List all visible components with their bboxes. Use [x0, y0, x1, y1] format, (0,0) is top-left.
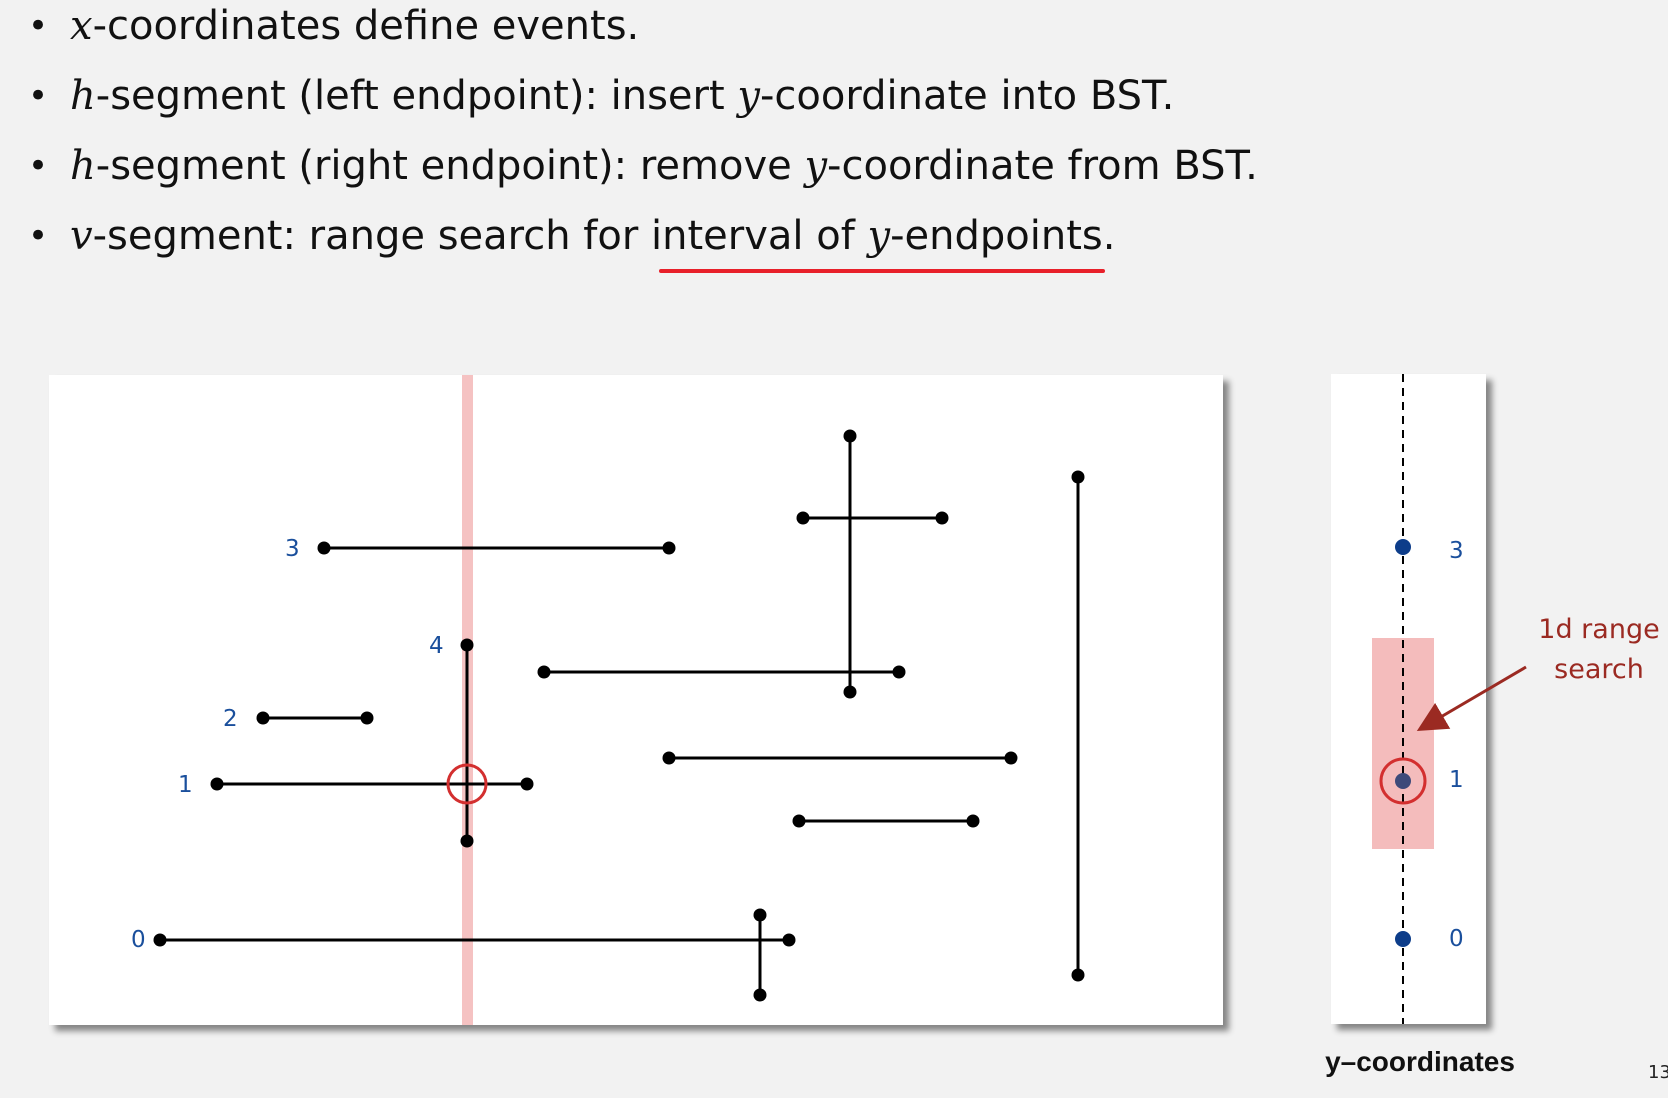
underlined-text: interval of — [651, 213, 868, 259]
segments-group — [160, 436, 1080, 995]
y-label-0: 0 — [1449, 926, 1464, 952]
bullet-text: -coordinates define events. — [92, 3, 640, 49]
segment-label-3: 3 — [285, 536, 300, 562]
endpoint-dot — [966, 814, 980, 828]
y-point-1 — [1395, 773, 1411, 789]
bullet-dot: • — [28, 76, 49, 116]
endpoints-group — [153, 429, 1085, 1002]
endpoint-dot — [317, 541, 331, 555]
endpoint-dot — [843, 685, 857, 699]
endpoint-dot — [1071, 968, 1085, 982]
y-coordinates-caption: y–coordinates — [1325, 1046, 1515, 1077]
endpoint-dot — [892, 665, 906, 679]
y-label-3: 3 — [1449, 538, 1464, 564]
bullet-tail: . — [1102, 213, 1116, 259]
segments-panel: 0 1 2 3 4 — [49, 375, 1223, 1025]
y-label-1: 1 — [1449, 767, 1464, 793]
endpoint-dot — [1071, 470, 1085, 484]
segment-label-1: 1 — [178, 772, 193, 798]
page-number: 13 — [1648, 1062, 1668, 1083]
underlined-phrase: interval of y-endpoints — [651, 213, 1105, 273]
query-circle — [1379, 757, 1427, 805]
underlined-text: -endpoints — [890, 213, 1103, 259]
endpoint-dot — [460, 834, 474, 848]
segment-label-0: 0 — [131, 927, 146, 953]
var-x: x — [70, 3, 93, 49]
endpoint-dot — [537, 665, 551, 679]
bullet-dot: • — [28, 146, 49, 186]
range-label-line1: 1d range — [1538, 614, 1660, 645]
segment-label-4: 4 — [429, 633, 444, 659]
range-label-line2: search — [1554, 654, 1644, 685]
endpoint-dot — [1004, 751, 1018, 765]
bullet-dot: • — [28, 216, 49, 256]
endpoint-dot — [520, 777, 534, 791]
endpoint-dot — [360, 711, 374, 725]
bullet-range-search: • v-segment: range search for interval o… — [28, 210, 1258, 280]
endpoint-dot — [753, 908, 767, 922]
bullet-text: -segment (left endpoint): insert — [95, 73, 738, 119]
endpoint-dot — [792, 814, 806, 828]
endpoint-dot — [662, 751, 676, 765]
endpoint-dot — [753, 988, 767, 1002]
endpoint-dot — [782, 933, 796, 947]
endpoint-dot — [796, 511, 810, 525]
y-point-0 — [1395, 931, 1411, 947]
endpoint-dot — [662, 541, 676, 555]
endpoint-dot — [153, 933, 167, 947]
bullet-dot: • — [28, 6, 49, 46]
var-h: h — [70, 143, 96, 189]
bullet-text: -segment: range search for — [92, 213, 652, 259]
var-y: y — [867, 213, 891, 259]
range-search-annotation: 1d range search — [1524, 610, 1668, 690]
endpoint-dot — [843, 429, 857, 443]
endpoint-dot — [256, 711, 270, 725]
bullet-text: -coordinate into BST. — [760, 73, 1175, 119]
y-coordinates-panel: 3 1 0 — [1331, 374, 1486, 1024]
var-y: y — [804, 143, 828, 189]
y-point-3 — [1395, 539, 1411, 555]
endpoint-dot — [935, 511, 949, 525]
red-underline — [659, 269, 1105, 273]
segment-label-2: 2 — [223, 706, 238, 732]
y-coordinates-diagram: 3 1 0 — [1372, 374, 1464, 1024]
bullet-events: • x-coordinates define events. — [28, 0, 1258, 70]
endpoint-dot — [460, 638, 474, 652]
var-h: h — [70, 73, 96, 119]
bullet-text: -segment (right endpoint): remove — [95, 143, 805, 189]
segments-diagram: 0 1 2 3 4 — [131, 375, 1085, 1025]
bullet-insert: • h-segment (left endpoint): insert y-co… — [28, 70, 1258, 140]
bullet-list: • x-coordinates define events. • h-segme… — [28, 0, 1258, 280]
var-y: y — [737, 73, 760, 119]
bullet-text: -coordinate from BST. — [827, 143, 1258, 189]
endpoint-dot — [210, 777, 224, 791]
bullet-remove: • h-segment (right endpoint): remove y-c… — [28, 140, 1258, 210]
var-v: v — [70, 213, 93, 259]
intersection-circle — [446, 763, 488, 805]
